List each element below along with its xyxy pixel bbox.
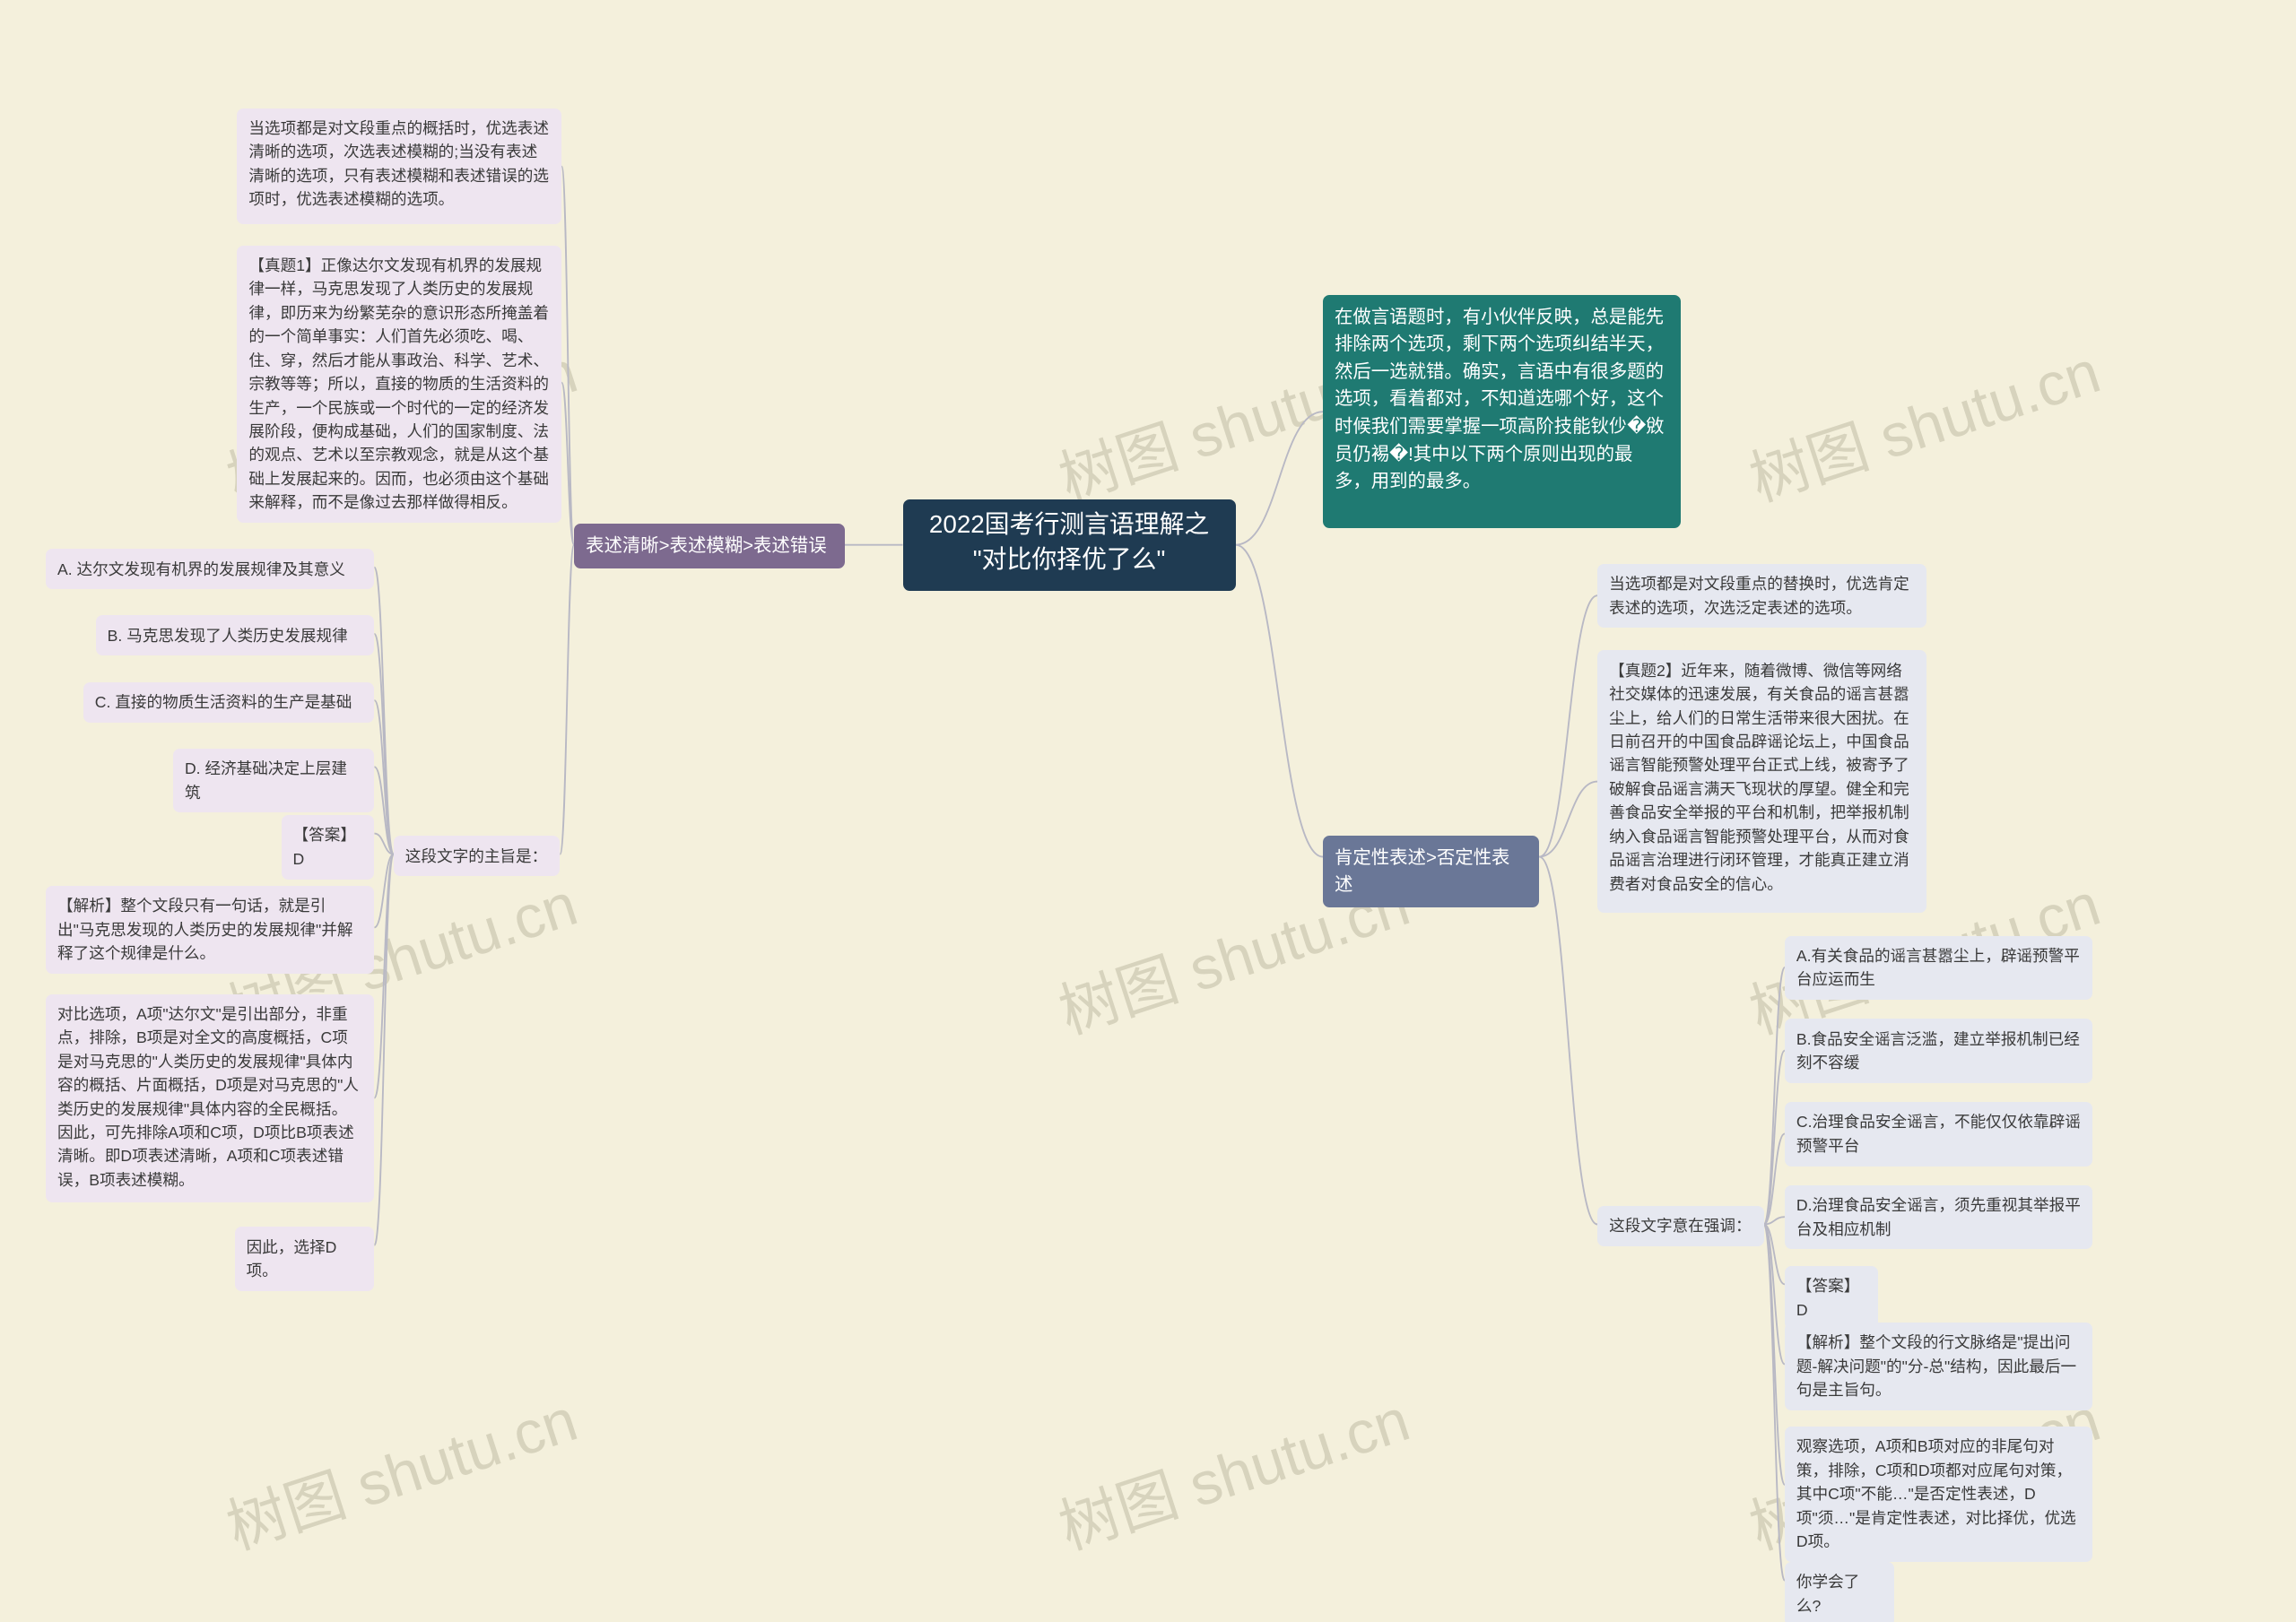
leaf-node: D.治理食品安全谣言，须先重视其举报平台及相应机制 [1785, 1185, 2092, 1249]
edge [1764, 1225, 1785, 1365]
leaf-node: B. 马克思发现了人类历史发展规律 [96, 615, 375, 655]
leaf-node: 你学会了么? [1785, 1562, 1894, 1622]
leaf-node: 观察选项，A项和B项对应的非尾句对策，排除，C项和D项都对应尾句对策，其中C项"… [1785, 1427, 2092, 1562]
leaf-node: C.治理食品安全谣言，不能仅仅依靠辟谣预警平台 [1785, 1102, 2092, 1166]
edge [1764, 1225, 1785, 1485]
edge [1539, 857, 1597, 1225]
edge [1236, 412, 1323, 544]
edge [374, 767, 393, 854]
leaf-node: 这段文字的主旨是： [394, 836, 561, 876]
mindmap-canvas: 树图 shutu.cn树图 shutu.cn树图 shutu.cn树图 shut… [0, 0, 2296, 1622]
edge [561, 167, 574, 545]
leaf-node: 当选项都是对文段重点的概括时，优选表述清晰的选项，次选表述模糊的;当没有表述清晰… [237, 108, 561, 225]
edge [1539, 782, 1597, 857]
leaf-node: 【答案】D [1785, 1266, 1878, 1330]
leaf-node: B.食品安全谣言泛滥，建立举报机制已经刻不容缓 [1785, 1019, 2092, 1082]
edge [374, 568, 393, 854]
edge [561, 383, 574, 545]
edge [374, 834, 393, 854]
branch-node: 肯定性表述>否定性表述 [1323, 836, 1539, 907]
edge [1236, 545, 1323, 857]
watermark: 树图 shutu.cn [1737, 325, 2109, 518]
edge [374, 700, 393, 854]
leaf-node: 【解析】整个文段的行文脉络是"提出问题-解决问题"的"分-总"结构，因此最后一句… [1785, 1323, 2092, 1410]
leaf-node: 对比选项，A项"达尔文"是引出部分，非重点，排除，B项是对全文的高度概括，C项是… [46, 994, 374, 1202]
leaf-node: A. 达尔文发现有机界的发展规律及其意义 [46, 549, 374, 589]
leaf-node: C. 直接的物质生活资料的生产是基础 [83, 682, 375, 723]
leaf-node: 当选项都是对文段重点的替换时，优选肯定表述的选项，次选泛定表述的选项。 [1597, 564, 1926, 628]
edge [1764, 1051, 1785, 1225]
root-node: 2022国考行测言语理解之 "对比你择优了么" [903, 499, 1236, 591]
edge [1539, 595, 1597, 856]
edge [374, 634, 393, 854]
edge [1764, 1225, 1785, 1581]
edge [560, 545, 574, 854]
edge [374, 854, 393, 928]
leaf-node: 【真题2】近年来，随着微博、微信等网络社交媒体的迅速发展，有关食品的谣言甚嚣尘上… [1597, 650, 1926, 912]
leaf-node: 这段文字意在强调： [1597, 1206, 1764, 1246]
edge [1764, 967, 1785, 1225]
edge [1764, 1133, 1785, 1224]
leaf-node: D. 经济基础决定上层建筑 [173, 749, 375, 812]
watermark: 树图 shutu.cn [214, 1373, 586, 1566]
leaf-node: 【答案】D [282, 815, 375, 879]
edge [374, 854, 393, 1245]
branch-node: 在做言语题时，有小伙伴反映，总是能先排除两个选项，剩下两个选项纠结半天，然后一选… [1323, 295, 1681, 528]
leaf-node: 【真题1】正像达尔文发现有机界的发展规律一样，马克思发现了人类历史的发展规律，即… [237, 246, 561, 523]
branch-node: 表述清晰>表述模糊>表述错误 [574, 524, 845, 568]
edge [1764, 1225, 1785, 1285]
leaf-node: A.有关食品的谣言甚嚣尘上，辟谣预警平台应运而生 [1785, 936, 2092, 1000]
edge [374, 854, 393, 1098]
edge [1764, 1217, 1785, 1224]
leaf-node: 【解析】整个文段只有一句话，就是引出"马克思发现的人类历史的发展规律"并解释了这… [46, 886, 374, 974]
leaf-node: 因此，选择D项。 [235, 1227, 375, 1290]
watermark: 树图 shutu.cn [1047, 1373, 1418, 1566]
